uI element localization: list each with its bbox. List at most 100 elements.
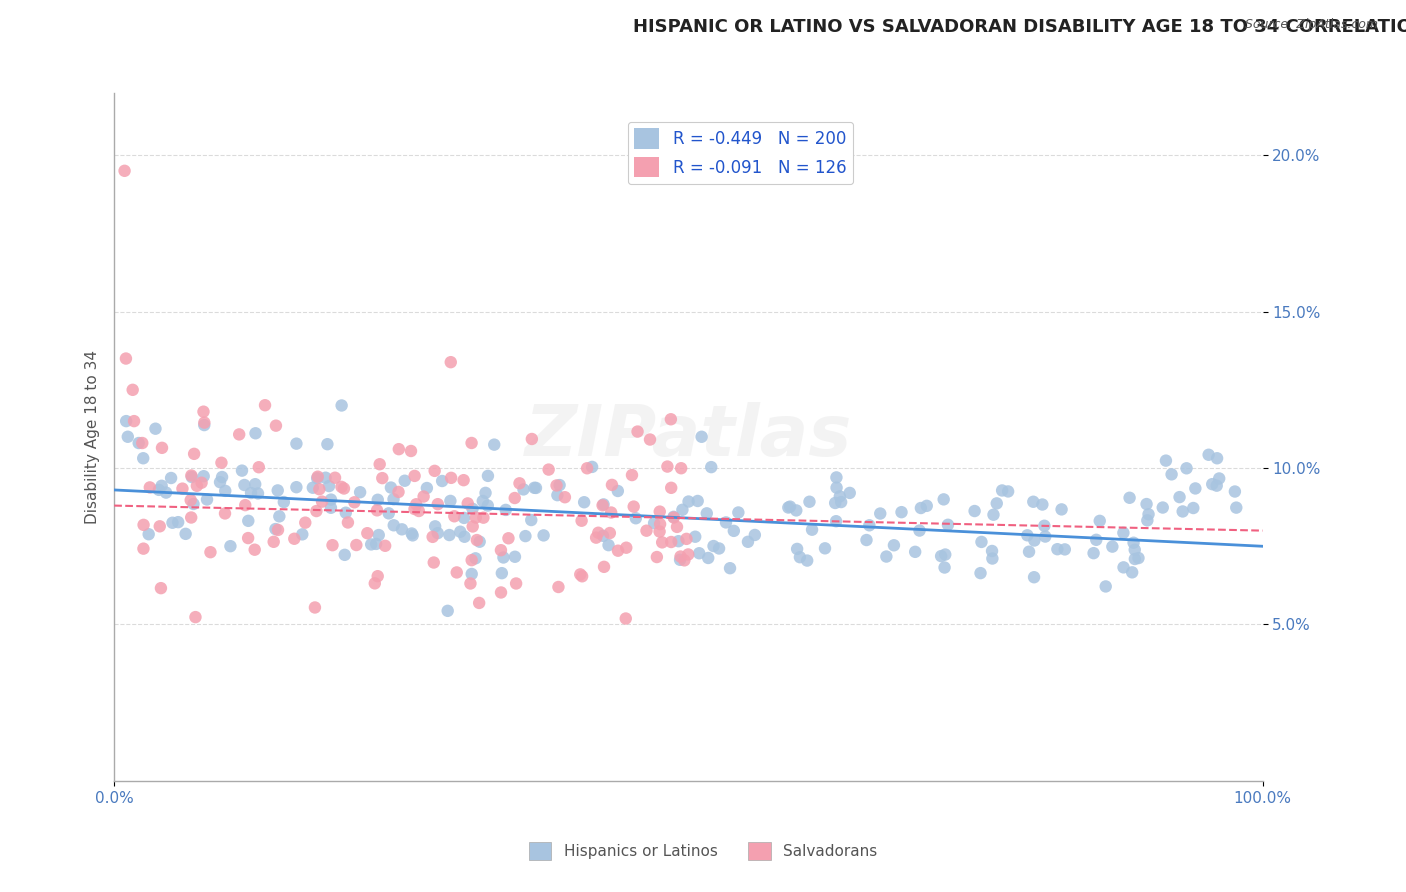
Point [368,457,391,471]
Point [1088,514,1111,528]
Point [193,469,215,483]
Legend: R = -0.449   N = 200, R = -0.091   N = 126: R = -0.449 N = 200, R = -0.091 N = 126 [628,121,853,184]
Point [491,566,513,581]
Point [801,523,824,537]
Point [238,514,260,528]
Point [1053,542,1076,557]
Point [200,545,222,559]
Point [321,538,343,552]
Point [547,580,569,594]
Point [440,471,463,485]
Point [512,483,534,497]
Point [211,470,233,484]
Point [387,484,409,499]
Point [167,515,190,529]
Point [460,576,482,591]
Point [1223,484,1246,499]
Point [546,488,568,502]
Point [520,432,543,446]
Point [620,468,643,483]
Point [323,471,346,485]
Point [690,430,713,444]
Point [626,425,648,439]
Point [1175,461,1198,475]
Point [214,507,236,521]
Point [214,483,236,498]
Point [571,569,593,583]
Point [460,566,482,581]
Point [336,516,359,530]
Point [180,493,202,508]
Point [718,561,741,575]
Point [184,610,207,624]
Point [471,494,494,508]
Point [825,481,848,495]
Point [139,480,162,494]
Point [453,511,475,525]
Point [981,544,1004,558]
Point [614,611,637,625]
Point [128,436,150,450]
Point [460,436,482,450]
Point [247,460,270,475]
Point [228,427,250,442]
Point [1085,533,1108,547]
Point [291,527,314,541]
Point [929,549,952,563]
Point [855,533,877,547]
Point [382,492,405,507]
Point [436,604,458,618]
Point [162,516,184,530]
Point [662,509,685,524]
Point [1083,546,1105,560]
Point [785,503,807,517]
Point [569,567,592,582]
Point [366,537,388,551]
Point [426,497,449,511]
Point [991,483,1014,498]
Point [245,426,267,441]
Point [786,541,808,556]
Point [412,490,434,504]
Point [453,473,475,487]
Point [838,486,860,500]
Point [554,490,576,504]
Point [468,534,491,549]
Point [548,478,571,492]
Point [600,506,623,520]
Point [648,524,671,539]
Point [825,514,848,528]
Point [581,459,603,474]
Point [484,437,506,451]
Point [240,486,263,500]
Point [461,519,484,533]
Point [1112,525,1135,540]
Point [114,163,136,178]
Point [934,548,956,562]
Point [1050,502,1073,516]
Point [138,527,160,541]
Point [779,500,801,514]
Point [285,436,308,450]
Point [1022,495,1045,509]
Point [374,539,396,553]
Point [744,528,766,542]
Point [830,495,852,509]
Point [333,482,356,496]
Point [1123,552,1146,566]
Point [308,482,330,496]
Point [464,510,486,524]
Point [1122,535,1144,549]
Point [700,460,723,475]
Point [1171,504,1194,518]
Point [614,541,637,555]
Point [174,526,197,541]
Point [636,524,658,538]
Point [335,506,357,520]
Point [683,530,706,544]
Point [186,479,208,493]
Point [285,480,308,494]
Point [1033,518,1056,533]
Point [243,542,266,557]
Point [315,471,337,485]
